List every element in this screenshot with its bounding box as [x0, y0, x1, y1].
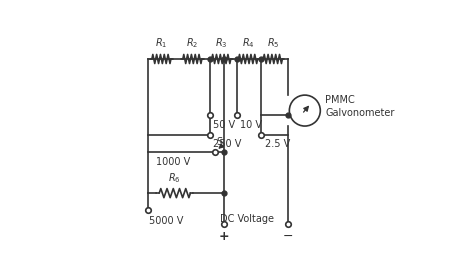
- Text: $R_3$: $R_3$: [215, 36, 228, 50]
- Text: DC Voltage: DC Voltage: [220, 214, 274, 224]
- Text: 50 V: 50 V: [213, 120, 235, 130]
- Text: $R_4$: $R_4$: [242, 36, 255, 50]
- Text: 2.5 V: 2.5 V: [264, 139, 290, 150]
- Text: +: +: [219, 230, 230, 243]
- Text: $R_6$: $R_6$: [168, 171, 181, 185]
- Text: 10 V: 10 V: [240, 120, 262, 130]
- Text: $R_1$: $R_1$: [155, 36, 168, 50]
- Text: PMMC
Galvonometer: PMMC Galvonometer: [326, 95, 395, 118]
- Text: $R_2$: $R_2$: [186, 36, 199, 50]
- Text: 1000 V: 1000 V: [156, 157, 191, 167]
- Text: $R_5$: $R_5$: [266, 36, 279, 50]
- Text: 5000 V: 5000 V: [149, 216, 183, 226]
- Text: −: −: [283, 230, 293, 243]
- Text: S: S: [216, 137, 222, 147]
- Text: 250 V: 250 V: [213, 139, 241, 150]
